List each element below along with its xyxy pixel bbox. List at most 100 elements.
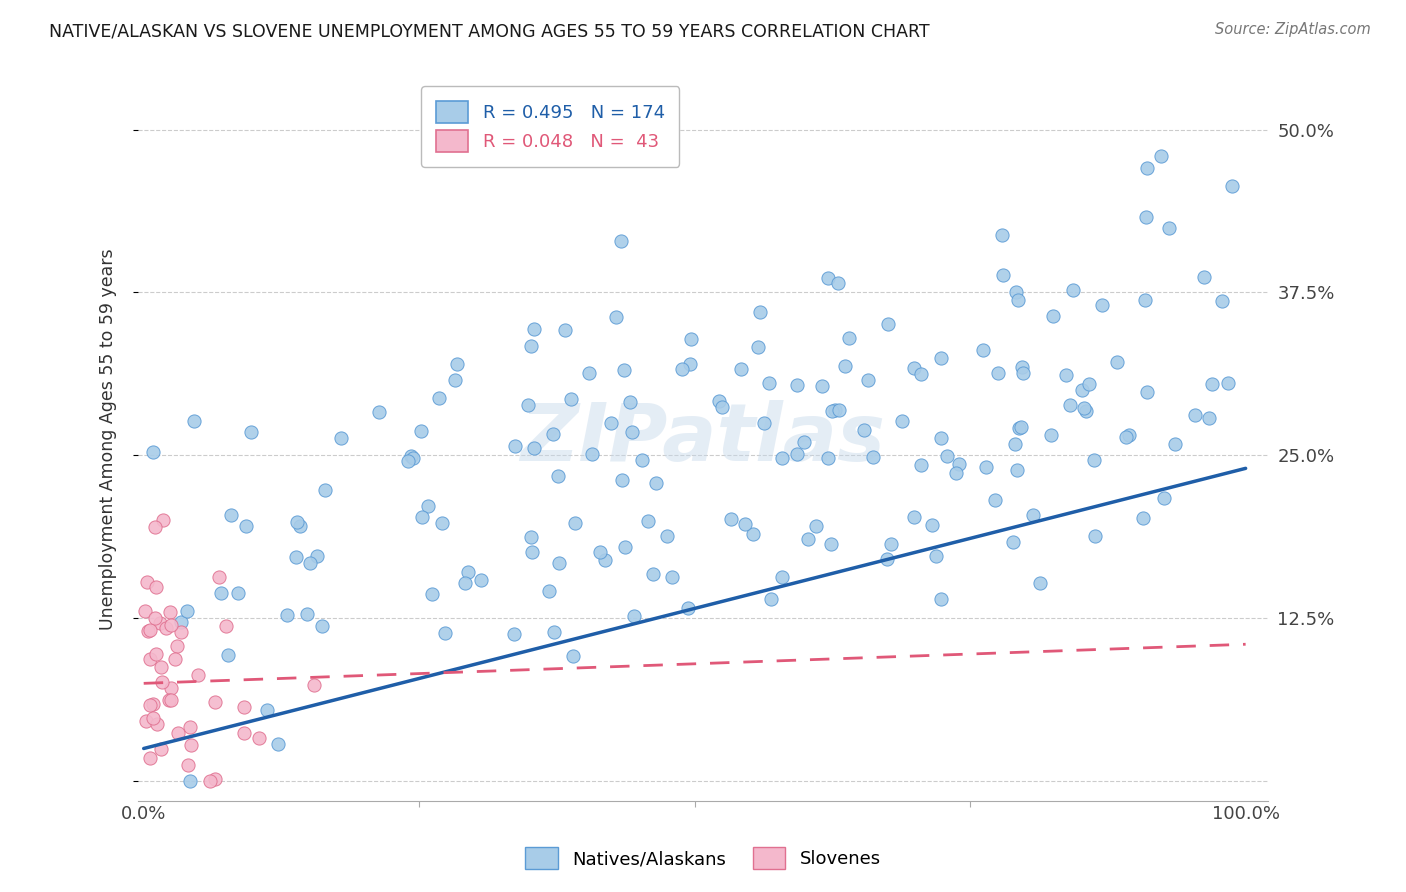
Point [402, 450, 425, 465]
Point [1133, 293, 1156, 307]
Point [139, 750, 162, 764]
Point [159, 605, 181, 619]
Point [398, 454, 420, 468]
Point [613, 540, 636, 554]
Point [429, 392, 451, 406]
Point [288, 519, 311, 533]
Point [416, 500, 439, 514]
Point [948, 457, 970, 471]
Point [411, 510, 433, 524]
Point [1136, 385, 1159, 400]
Point [770, 451, 793, 466]
Point [160, 681, 183, 695]
Point [876, 317, 898, 331]
Y-axis label: Unemployment Among Ages 55 to 59 years: Unemployment Among Ages 55 to 59 years [100, 248, 117, 630]
Point [256, 703, 278, 717]
Point [806, 519, 828, 533]
Point [661, 570, 683, 584]
Point [671, 362, 693, 376]
Point [560, 392, 582, 406]
Point [828, 403, 851, 417]
Point [1135, 211, 1157, 225]
Point [176, 757, 198, 772]
Point [742, 527, 765, 541]
Point [1012, 366, 1035, 380]
Point [1220, 178, 1243, 193]
Point [720, 511, 742, 525]
Point [610, 234, 633, 248]
Point [519, 339, 541, 353]
Point [1201, 376, 1223, 391]
Point [619, 395, 641, 409]
Point [972, 343, 994, 358]
Point [1004, 285, 1026, 299]
Point [150, 742, 173, 756]
Point [903, 509, 925, 524]
Point [543, 426, 565, 441]
Point [284, 550, 307, 565]
Point [786, 378, 808, 392]
Point [136, 574, 159, 589]
Point [910, 458, 932, 472]
Point [1004, 437, 1026, 451]
Point [810, 379, 832, 393]
Point [1010, 420, 1032, 434]
Point [620, 425, 643, 439]
Point [1039, 428, 1062, 442]
Point [643, 566, 665, 581]
Point [862, 450, 884, 464]
Point [707, 393, 730, 408]
Point [276, 607, 298, 622]
Point [1084, 529, 1107, 543]
Point [593, 553, 616, 567]
Point [824, 403, 846, 417]
Point [1062, 284, 1084, 298]
Point [543, 625, 565, 640]
Point [314, 483, 336, 498]
Point [548, 556, 571, 570]
Point [215, 619, 238, 633]
Point [1001, 534, 1024, 549]
Point [235, 519, 257, 533]
Point [903, 360, 925, 375]
Point [679, 332, 702, 346]
Point [657, 529, 679, 543]
Point [890, 414, 912, 428]
Point [1071, 383, 1094, 397]
Point [170, 625, 193, 640]
Point [145, 717, 167, 731]
Point [1005, 462, 1028, 476]
Text: Source: ZipAtlas.com: Source: ZipAtlas.com [1215, 22, 1371, 37]
Point [1091, 298, 1114, 312]
Point [754, 416, 776, 430]
Point [820, 537, 842, 551]
Point [217, 648, 239, 663]
Point [1007, 421, 1029, 435]
Point [302, 678, 325, 692]
Point [434, 626, 457, 640]
Point [1083, 453, 1105, 467]
Point [1192, 269, 1215, 284]
Text: ZIPatlas: ZIPatlas [520, 400, 886, 478]
Point [204, 695, 226, 709]
Point [179, 774, 201, 789]
Point [929, 432, 952, 446]
Point [605, 310, 627, 324]
Point [143, 520, 166, 534]
Point [367, 405, 389, 419]
Point [454, 575, 477, 590]
Point [160, 692, 183, 706]
Point [157, 693, 180, 707]
Point [581, 447, 603, 461]
Point [987, 367, 1010, 381]
Point [838, 331, 860, 345]
Point [770, 569, 793, 583]
Point [1153, 491, 1175, 505]
Point [142, 445, 165, 459]
Point [179, 720, 201, 734]
Point [183, 413, 205, 427]
Point [990, 228, 1012, 243]
Point [209, 586, 232, 600]
Point [145, 647, 167, 661]
Point [589, 545, 612, 559]
